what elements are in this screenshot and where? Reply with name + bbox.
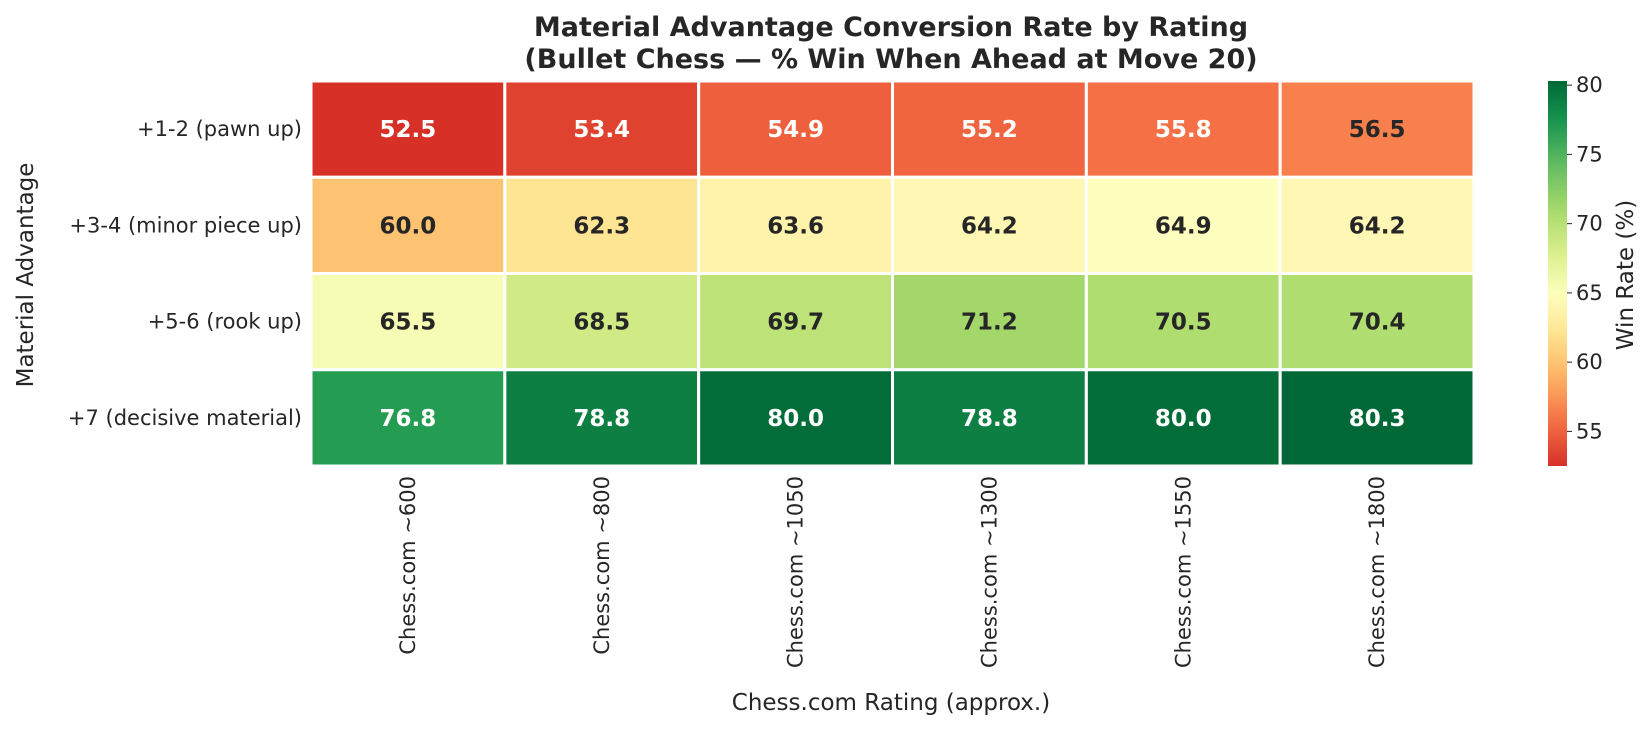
cell-value-label: 55.8 — [1155, 117, 1212, 143]
heatmap-cell — [309, 79, 507, 179]
heatmap-cell — [309, 368, 507, 468]
cell-value-label: 70.5 — [1155, 310, 1212, 336]
colorbar-tick-label: 55 — [1576, 419, 1603, 443]
cell-value-label: 71.2 — [961, 310, 1018, 336]
colorbar-tick-label: 75 — [1576, 142, 1603, 166]
chart-title: Material Advantage Conversion Rate by Ra… — [534, 12, 1248, 43]
cell-value-label: 80.3 — [1349, 406, 1406, 432]
cell-value-label: 80.0 — [1155, 406, 1212, 432]
heatmap-cell — [1084, 272, 1282, 372]
heatmap-cell — [891, 368, 1088, 468]
colorbar-tick-label: 60 — [1576, 350, 1603, 374]
heatmap-cell — [891, 175, 1088, 275]
x-tick-label: Chess.com ~1300 — [977, 476, 1001, 668]
cell-value-label: 64.2 — [961, 213, 1018, 239]
cell-value-label: 69.7 — [767, 310, 824, 336]
cell-value-label: 60.0 — [380, 213, 437, 239]
heatmap-cell — [503, 79, 701, 179]
x-tick-label: Chess.com ~1800 — [1365, 476, 1389, 668]
heatmap-cell — [503, 175, 701, 275]
chart-subtitle: (Bullet Chess — % Win When Ahead at Move… — [524, 44, 1257, 75]
cell-value-label: 80.0 — [767, 406, 824, 432]
cell-value-label: 64.9 — [1155, 213, 1212, 239]
colorbar-tick-label: 70 — [1576, 212, 1603, 236]
cell-value-label: 54.9 — [767, 117, 824, 143]
y-tick-label: +5-6 (rook up) — [148, 310, 302, 334]
heatmap-cell — [1084, 368, 1282, 468]
x-tick-label: Chess.com ~600 — [396, 476, 420, 655]
heatmap-cell — [1278, 272, 1476, 372]
cell-value-label: 55.2 — [961, 117, 1018, 143]
heatmap-cell — [503, 272, 701, 372]
heatmap-cell — [1278, 368, 1476, 468]
x-tick-label: Chess.com ~1050 — [784, 476, 808, 668]
x-axis-label: Chess.com Rating (approx.) — [732, 690, 1050, 716]
y-tick-label: +7 (decisive material) — [68, 406, 302, 430]
cell-value-label: 65.5 — [380, 310, 437, 336]
heatmap-cells: 52.5 53.4 54.9 55.2 55.8 56.5 60.0 62.3 63.6 64.2… — [309, 79, 1476, 468]
heatmap-cell — [1278, 175, 1476, 275]
colorbar-label: Win Rate (%) — [1613, 200, 1639, 350]
cell-value-label: 63.6 — [767, 213, 824, 239]
colorbar — [1548, 81, 1567, 466]
x-tick-label: Chess.com ~800 — [590, 476, 614, 655]
heatmap-cell — [503, 368, 701, 468]
cell-value-label: 53.4 — [573, 117, 630, 143]
cell-value-label: 62.3 — [573, 213, 630, 239]
cell-value-label: 56.5 — [1349, 117, 1406, 143]
x-tick-label: Chess.com ~1550 — [1171, 476, 1195, 668]
x-tick-labels: Chess.com ~600 Chess.com ~800 Chess.com ~1… — [396, 476, 1389, 668]
cell-value-label: 78.8 — [961, 406, 1018, 432]
heatmap-cell — [1278, 79, 1476, 179]
colorbar-tick-label: 65 — [1576, 281, 1603, 305]
cell-value-label: 70.4 — [1349, 310, 1406, 336]
cell-value-label: 68.5 — [573, 310, 630, 336]
y-tick-label: +1-2 (pawn up) — [137, 117, 302, 141]
cell-value-label: 52.5 — [380, 117, 437, 143]
cell-value-label: 78.8 — [573, 406, 630, 432]
y-tick-labels: +1-2 (pawn up) +3-4 (minor piece up) +5-6 … — [68, 117, 302, 430]
cell-value-label: 76.8 — [380, 406, 437, 432]
cell-value-label: 64.2 — [1349, 213, 1406, 239]
y-axis-label: Material Advantage — [13, 163, 39, 388]
y-tick-label: +3-4 (minor piece up) — [69, 213, 302, 237]
colorbar-tick-label: 80 — [1576, 73, 1603, 97]
heatmap-cell — [891, 272, 1088, 372]
heatmap-cell — [697, 368, 895, 468]
colorbar-ticks: 55 60 65 70 75 80 — [1567, 73, 1603, 443]
